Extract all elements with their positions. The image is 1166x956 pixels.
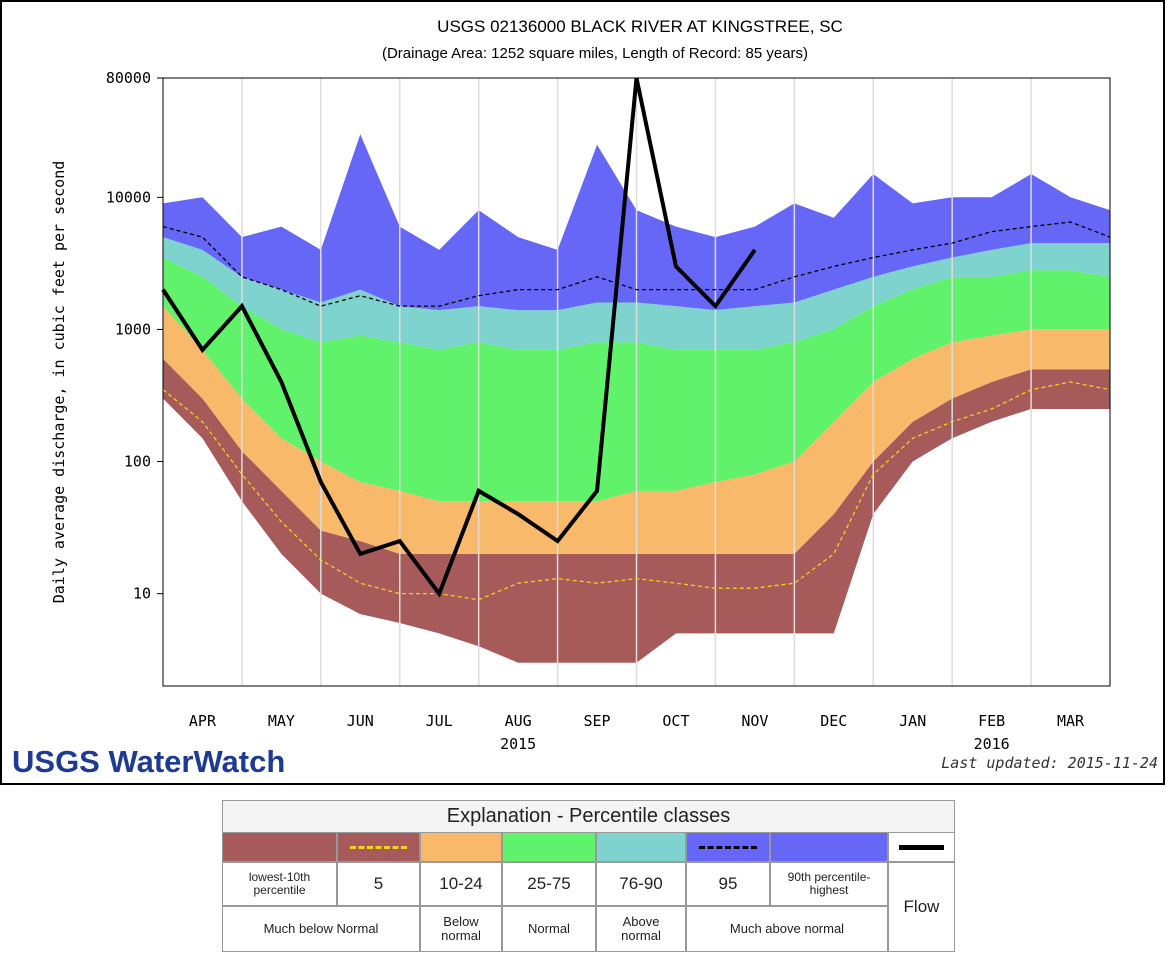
- legend-swatch: [686, 832, 770, 862]
- legend-line: [350, 845, 407, 849]
- legend-class: Much below Normal: [222, 906, 420, 952]
- year-label: 2015: [500, 735, 536, 753]
- legend-label: 76-90: [596, 862, 686, 906]
- legend-swatch: [770, 832, 888, 862]
- x-tick-label: DEC: [820, 712, 847, 730]
- legend-line: [699, 845, 757, 849]
- legend-label: 5: [337, 862, 420, 906]
- brand: USGS WaterWatch: [12, 744, 285, 779]
- x-tick-label: MAY: [268, 712, 295, 730]
- legend-class: Much above normal: [686, 906, 888, 952]
- y-tick-label: 1000: [115, 320, 151, 338]
- series-line: [161, 77, 757, 598]
- x-tick-label: APR: [189, 712, 217, 730]
- x-tick-label: JUL: [426, 712, 453, 730]
- legend-swatch: [502, 832, 596, 862]
- legend-line: [898, 844, 945, 850]
- y-tick-label: 100: [124, 453, 151, 471]
- chart-subtitle: (Drainage Area: 1252 square miles, Lengt…: [382, 45, 808, 62]
- legend-swatch: [888, 832, 955, 862]
- chart: USGS 02136000 BLACK RIVER AT KINGSTREE, …: [0, 0, 1165, 785]
- last-updated: Last updated: 2015-11-24: [941, 754, 1158, 772]
- y-tick-label: 10: [133, 585, 151, 603]
- x-tick-label: JAN: [899, 712, 926, 730]
- x-tick-label: SEP: [583, 712, 610, 730]
- legend-swatch: [596, 832, 686, 862]
- legend-class: Normal: [502, 906, 596, 952]
- y-tick-label: 10000: [106, 188, 151, 206]
- legend-label: 95: [686, 862, 770, 906]
- x-tick-label: OCT: [662, 712, 689, 730]
- x-tick-label: AUG: [505, 712, 532, 730]
- legend-label: lowest-10th percentile: [222, 862, 337, 906]
- legend-class: Above normal: [596, 906, 686, 952]
- series-line: [162, 381, 1111, 601]
- legend-swatch: [337, 832, 420, 862]
- x-tick-label: MAR: [1057, 712, 1085, 730]
- legend-swatch: [222, 832, 337, 862]
- chart-title: USGS 02136000 BLACK RIVER AT KINGSTREE, …: [437, 17, 843, 36]
- x-tick-label: FEB: [978, 712, 1005, 730]
- x-tick-label: JUN: [347, 712, 374, 730]
- legend-label: 90th percentile-highest: [770, 862, 888, 906]
- series-line: [162, 221, 1111, 307]
- legend-swatch: [420, 832, 502, 862]
- legend-label: Flow: [888, 862, 955, 952]
- legend-title: Explanation - Percentile classes: [222, 800, 955, 833]
- legend-label: 10-24: [420, 862, 502, 906]
- legend-label: 25-75: [502, 862, 596, 906]
- legend-class: Below normal: [420, 906, 502, 952]
- year-label: 2016: [974, 735, 1010, 753]
- y-tick-label: 80000: [106, 69, 151, 87]
- y-axis-label: Daily average discharge, in cubic feet p…: [50, 161, 68, 604]
- plot-border: [162, 77, 1111, 687]
- x-tick-label: NOV: [741, 712, 768, 730]
